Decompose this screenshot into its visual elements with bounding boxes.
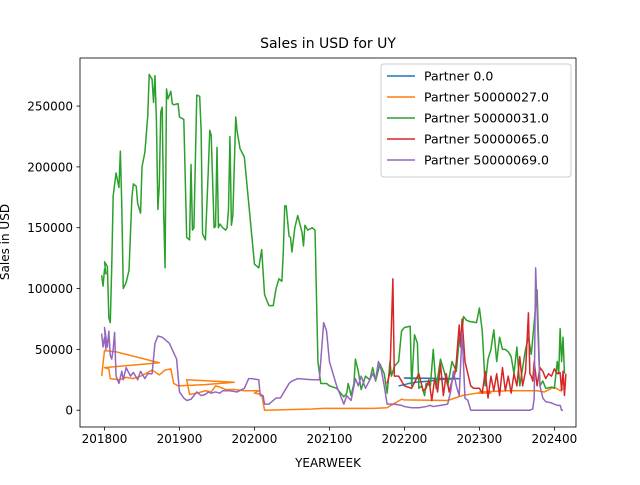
series-line-2 [100,73,566,398]
x-tick-label: 202000 [232,432,278,446]
y-tick-label: 150000 [27,221,73,235]
y-tick-label: 0 [65,404,73,418]
legend-entry: Partner 0.0 [424,69,493,84]
series-line-3 [386,278,567,402]
series-line-1 [100,349,564,411]
x-tick-label: 202400 [531,432,577,446]
legend-entry: Partner 50000065.0 [424,132,549,147]
y-tick-label: 100000 [27,282,73,296]
axes-frame [79,57,577,428]
x-tick-label: 202200 [382,432,428,446]
plot-area: 201800 201900 202000 202100 202200 202300 2024… [27,57,577,446]
legend-entry: Partner 50000027.0 [424,90,549,105]
series-line-4 [100,267,564,411]
x-tick-label: 201900 [157,432,203,446]
y-tick-label: 200000 [27,160,73,174]
y-tick-label: 250000 [27,100,73,114]
x-axis-label: YEARWEEK [294,456,362,470]
x-tick-label: 201800 [82,432,128,446]
y-tick-label: 50000 [35,343,73,357]
x-tick-label: 202300 [456,432,502,446]
legend-entry: Partner 50000069.0 [424,153,549,168]
x-tick-label: 202100 [307,432,353,446]
legend-box [380,63,572,178]
chart-title: Sales in USD for UY [260,36,396,52]
legend: Partner 0.0 Partner 50000027.0 Partner 500… [380,63,572,178]
y-axis-label: Sales in USD [0,204,12,280]
legend-entry: Partner 50000031.0 [424,111,549,126]
